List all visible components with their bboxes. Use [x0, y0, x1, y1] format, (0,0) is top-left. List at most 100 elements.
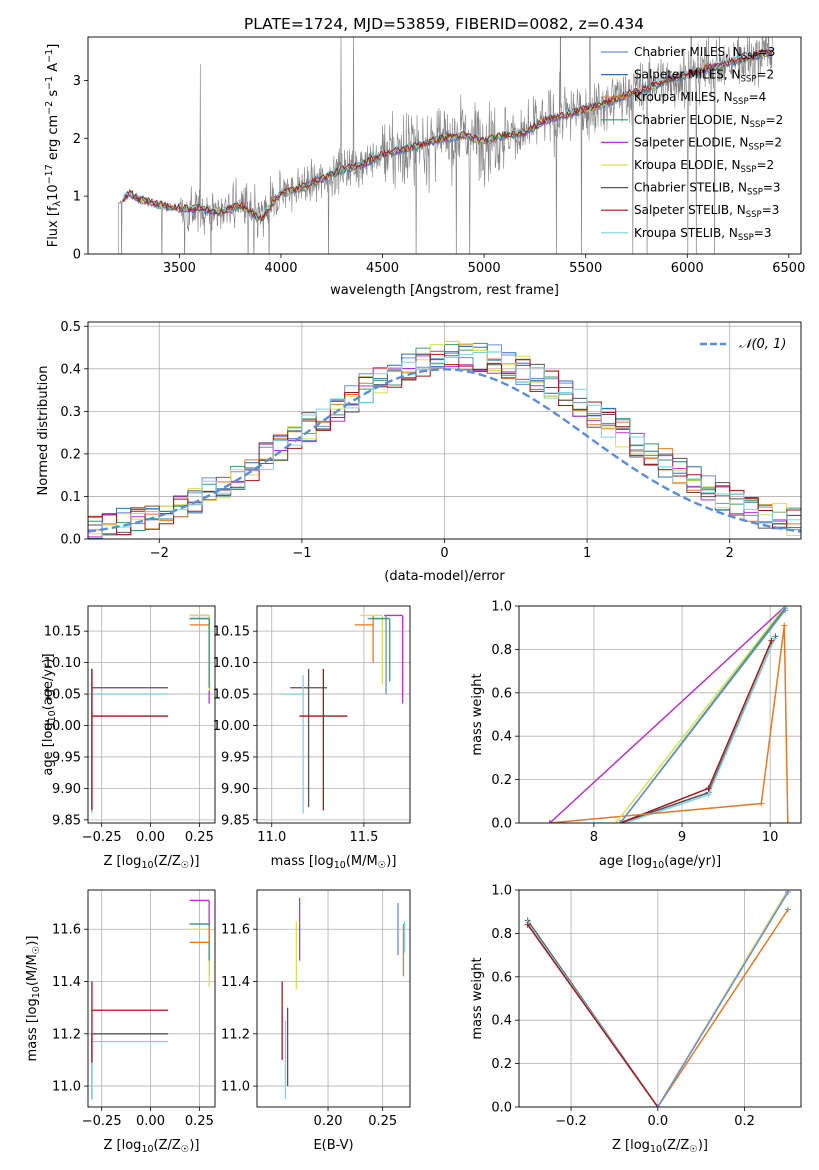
- x-tick-label: 0.00: [136, 1114, 165, 1129]
- y-tick-label: 1.0: [491, 600, 512, 615]
- model-spectrum-7: [122, 48, 773, 222]
- x-tick-label: 0.25: [185, 1114, 214, 1129]
- x-tick-label: 11.5: [349, 830, 378, 845]
- legend-label: Chabrier MILES, NSSP=3: [634, 45, 775, 62]
- x-tick-label: 11.0: [257, 830, 286, 845]
- x-tick-label: 10: [762, 830, 779, 845]
- y-tick-label: 0.0: [491, 817, 512, 832]
- weight-marker: [654, 1104, 661, 1107]
- weight-line-7: [527, 924, 659, 1107]
- legend-label: Salpeter STELIB, NSSP=3: [634, 203, 779, 220]
- y-tick-label: 0.4: [491, 1014, 512, 1029]
- chart-residuals: −2 −1 0 1 2 0.0 0.1 0.2 0.3 0.4 0.5 Normed distribu…: [36, 320, 802, 584]
- weight-line-7: [620, 640, 773, 823]
- y-tick-label: 10.10: [213, 656, 250, 671]
- chart-mass-vs-ebv: 0.20 0.25 11.0 11.2 11.4 11.6 E(B-V): [221, 889, 411, 1153]
- x-tick-label: 6000: [671, 261, 704, 276]
- weight-marker: [705, 791, 712, 798]
- grid: [519, 605, 801, 824]
- axes-frame: [518, 889, 802, 1108]
- error-point-7: [91, 668, 169, 811]
- y-tick-label: 0.6: [491, 970, 512, 985]
- axes-frame: [256, 889, 411, 1108]
- weight-marker: [782, 607, 789, 614]
- x-axis-label: age [log10(age/yr)]: [599, 854, 721, 871]
- y-axis-label: age [log10(age/yr)]: [41, 653, 58, 775]
- y-tick-label: 11.6: [52, 923, 81, 938]
- y-tick-label: 2: [73, 132, 81, 147]
- error-point-6: [91, 1033, 169, 1100]
- x-tick-label: 0.25: [368, 1114, 397, 1129]
- legend-label: Chabrier ELODIE, NSSP=2: [634, 113, 783, 130]
- x-tick-label: 0.20: [314, 1114, 343, 1129]
- weight-marker: [546, 820, 553, 823]
- weight-line-6: [620, 636, 777, 823]
- error-point-6: [290, 668, 328, 808]
- weight-marker: [758, 800, 765, 807]
- x-tick-label: −0.25: [82, 830, 122, 845]
- y-tick-label: 11.0: [221, 1080, 250, 1095]
- axes-frame: [87, 605, 216, 824]
- x-axis-label: (data-model)/error: [384, 569, 505, 584]
- legend: Chabrier MILES, NSSP=3 Salpeter MILES, NS…: [601, 45, 783, 243]
- y-tick-label: 9.95: [221, 750, 250, 765]
- x-tick-label: 0.25: [185, 830, 214, 845]
- weight-marker: [617, 820, 624, 823]
- y-tick-label: 3: [73, 74, 81, 89]
- legend-label: 𝒩(0, 1): [739, 337, 786, 352]
- charts-layer: 3500 4000 4500 5000 5500 6000 6500 0 1 2 3 Flux [fλ…: [25, 36, 805, 1155]
- error-point-2: [189, 926, 210, 943]
- y-tick-label: 11.2: [221, 1027, 250, 1042]
- legend-label: Chabrier STELIB, NSSP=3: [634, 181, 781, 198]
- weight-line-4: [549, 606, 787, 823]
- y-axis-label: mass [log10(M/M☉)]: [25, 936, 42, 1062]
- weight-marker: [784, 820, 791, 823]
- axes-frame: [87, 321, 802, 540]
- y-tick-label: 11.4: [52, 975, 81, 990]
- y-tick-label: 1.0: [491, 884, 512, 899]
- error-point-7: [299, 668, 348, 811]
- x-axis-label: E(B-V): [313, 1138, 353, 1153]
- error-point-7: [91, 981, 169, 1063]
- weight-marker: [784, 906, 791, 913]
- y-tick-label: 0.0: [491, 1101, 512, 1116]
- x-axis-label: Z [log10(Z/Z☉)]: [104, 854, 200, 871]
- normal-reference-curve: [88, 368, 801, 533]
- error-point-5: [360, 614, 383, 685]
- legend-label: Salpeter ELODIE, NSSP=2: [634, 135, 782, 152]
- plot-area: [91, 614, 210, 814]
- x-tick-label: 0.2: [734, 1114, 755, 1129]
- error-point-6: [91, 668, 169, 808]
- x-tick-label: 3500: [163, 261, 196, 276]
- y-tick-label: 1: [73, 190, 81, 205]
- error-point-8: [91, 1040, 169, 1100]
- legend-label: Kroupa MILES, NSSP=4: [634, 90, 766, 107]
- x-tick-label: 8: [590, 830, 598, 845]
- weight-marker: [705, 785, 712, 792]
- y-tick-label: 11.2: [52, 1027, 81, 1042]
- error-point-3: [371, 617, 391, 682]
- chart-age-vs-mass: 11.0 11.5 9.85 9.90 9.95 10.00 10.05 10.10 10.15…: [213, 605, 411, 871]
- y-tick-label: 0.4: [491, 730, 512, 745]
- grid: [519, 889, 801, 1108]
- y-tick-label: 10.15: [44, 625, 81, 640]
- weight-line-2: [657, 909, 789, 1107]
- error-point-2: [354, 615, 374, 663]
- x-tick-label: 5000: [468, 261, 501, 276]
- y-tick-label: 0.2: [60, 447, 81, 462]
- y-tick-label: 0.2: [491, 773, 512, 788]
- y-tick-label: 11.4: [221, 975, 250, 990]
- y-tick-label: 10.05: [44, 688, 81, 703]
- x-axis-label: Z [log10(Z/Z☉)]: [612, 1138, 708, 1155]
- y-tick-label: 0.6: [491, 686, 512, 701]
- y-axis-label: Normed distribution: [36, 366, 51, 496]
- axes-frame: [256, 605, 411, 824]
- error-point-4: [384, 614, 404, 704]
- weight-line-0: [619, 609, 786, 823]
- legend-label: Kroupa STELIB, NSSP=3: [634, 226, 772, 243]
- model-spectrum-4: [122, 48, 773, 222]
- y-tick-label: 9.85: [52, 813, 81, 828]
- axes-frame: [518, 605, 802, 824]
- y-tick-label: 0.5: [60, 320, 81, 335]
